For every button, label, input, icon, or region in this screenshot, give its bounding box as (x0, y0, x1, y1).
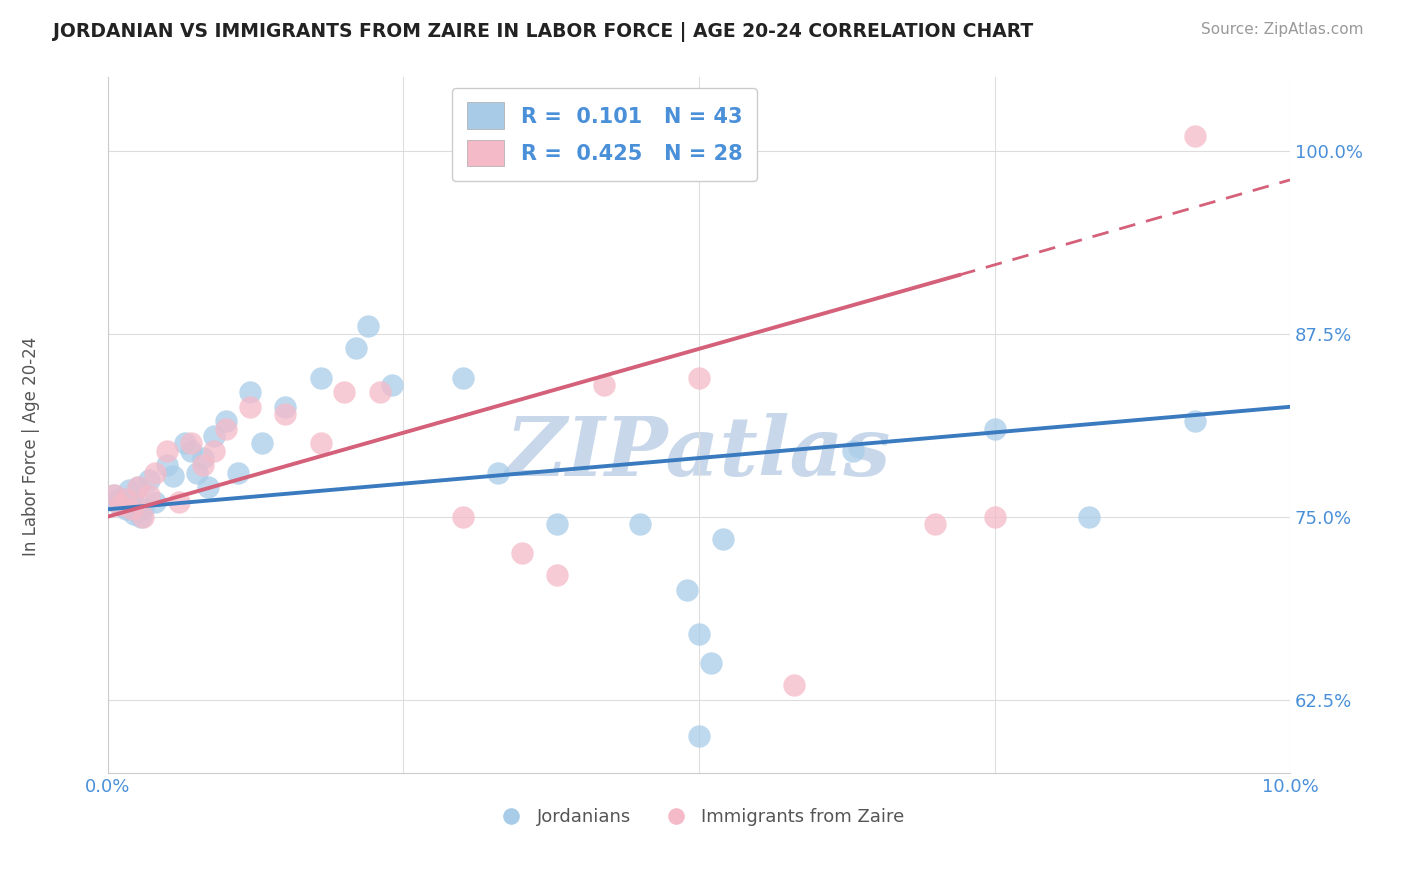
Point (546, 568, 568, 582)
Point (129, 509, 152, 524)
Point (156, 458, 179, 473)
Point (202, 443, 225, 458)
Point (103, 488, 125, 502)
Point (180, 443, 202, 458)
Point (250, 436, 273, 450)
Point (143, 466, 166, 480)
Point (138, 473, 160, 487)
Point (688, 626, 710, 640)
Point (197, 480, 219, 494)
Point (676, 582, 699, 597)
Point (486, 466, 509, 480)
Point (782, 678, 804, 692)
Point (593, 377, 616, 392)
Point (983, 422, 1005, 436)
Point (1184, 414, 1206, 428)
Point (180, 436, 202, 450)
Point (114, 502, 136, 516)
Point (103, 488, 125, 502)
Point (451, 509, 474, 524)
Point (191, 458, 214, 473)
Point (105, 495, 128, 509)
Point (186, 466, 208, 480)
Point (451, 370, 474, 384)
Point (1078, 509, 1101, 524)
Point (274, 400, 297, 414)
Point (138, 488, 160, 502)
Point (173, 436, 195, 450)
Text: In Labor Force | Age 20-24: In Labor Force | Age 20-24 (22, 336, 39, 556)
Point (711, 532, 734, 546)
Point (700, 656, 723, 670)
Point (162, 468, 184, 483)
Point (688, 729, 710, 743)
Point (1184, 128, 1206, 143)
Point (983, 509, 1005, 524)
Point (309, 436, 332, 450)
Point (274, 407, 297, 421)
Text: Source: ZipAtlas.com: Source: ZipAtlas.com (1201, 22, 1364, 37)
Point (121, 491, 143, 505)
Point (309, 370, 332, 384)
Point (122, 507, 145, 521)
Point (239, 385, 262, 400)
Point (118, 483, 141, 498)
Text: JORDANIAN VS IMMIGRANTS FROM ZAIRE IN LABOR FORCE | AGE 20-24 CORRELATION CHART: JORDANIAN VS IMMIGRANTS FROM ZAIRE IN LA… (53, 22, 1033, 42)
Point (127, 480, 149, 494)
Point (628, 516, 651, 531)
Point (108, 498, 131, 512)
Point (215, 422, 238, 436)
Point (108, 498, 131, 512)
Point (215, 414, 238, 428)
Point (114, 491, 136, 506)
Point (924, 516, 946, 531)
Point (167, 495, 190, 509)
Point (510, 546, 533, 560)
Point (381, 377, 404, 392)
Point (688, 370, 710, 384)
Point (344, 341, 367, 355)
Point (841, 443, 863, 458)
Point (111, 491, 134, 506)
Point (333, 385, 356, 400)
Point (239, 400, 262, 414)
Point (191, 450, 214, 465)
Point (368, 385, 391, 400)
Legend: Jordanians, Immigrants from Zaire: Jordanians, Immigrants from Zaire (486, 801, 912, 833)
Point (127, 480, 149, 494)
Point (202, 429, 225, 443)
Point (132, 509, 155, 524)
Point (546, 516, 568, 531)
Point (132, 502, 155, 516)
Point (156, 443, 179, 458)
Point (143, 495, 166, 509)
Point (226, 466, 249, 480)
Text: ZIPatlas: ZIPatlas (506, 413, 891, 493)
Point (357, 319, 380, 334)
Point (121, 502, 143, 516)
